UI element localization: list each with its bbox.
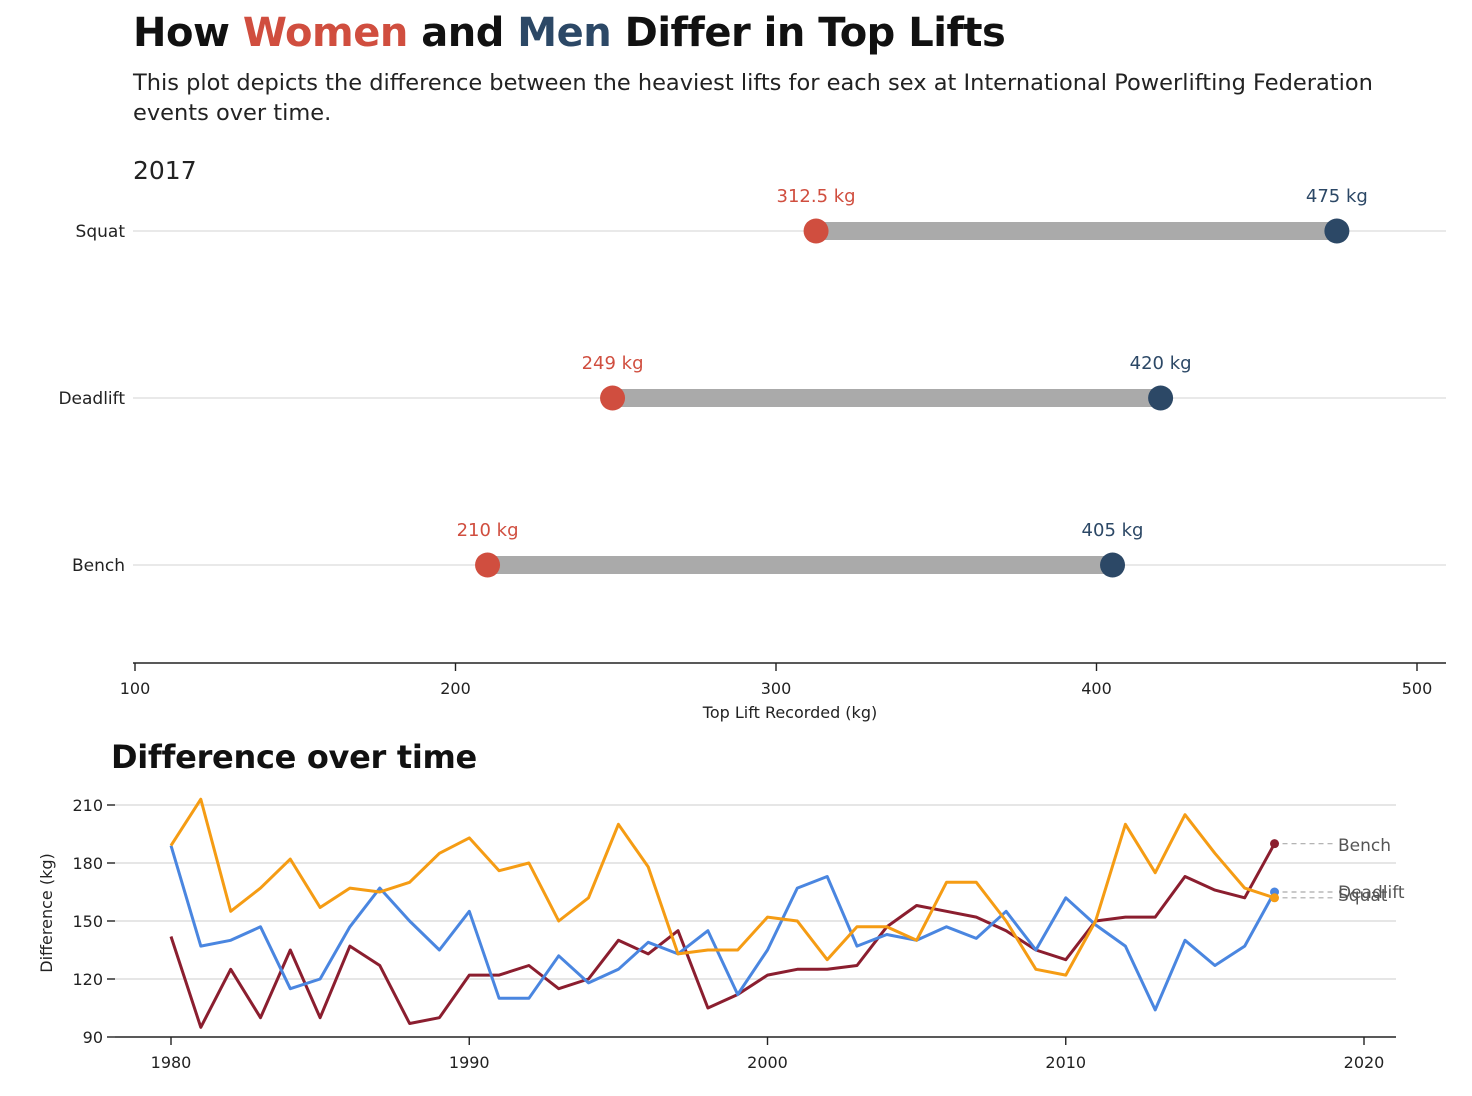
x-tick-label-500: 500 (1402, 679, 1433, 698)
x-tick-label-300: 300 (761, 679, 792, 698)
y-axis-title: Difference (kg) (37, 853, 56, 972)
x-tick-label-2-1990: 1990 (449, 1053, 490, 1072)
chart-subtitle: This plot depicts the difference between… (133, 70, 1373, 126)
y-tick-label-210: 210 (72, 796, 103, 815)
series-label-deadlift: Deadlift (1338, 883, 1405, 903)
x-tick-label-2-1980: 1980 (151, 1053, 192, 1072)
dumbbell-chart: Squat 312.5 kg 475 kg Deadlift 249 kg 420 kg B… (58, 186, 1446, 722)
title-part-3: and (407, 10, 518, 56)
x-tick-label-100: 100 (120, 679, 151, 698)
title-men: Men (517, 10, 612, 56)
label-women-squat: 312.5 kg (777, 186, 856, 207)
category-label-deadlift: Deadlift (58, 389, 125, 409)
category-label-bench: Bench (72, 556, 125, 576)
label-men-bench: 405 kg (1082, 520, 1144, 541)
category-label-squat: Squat (76, 222, 126, 242)
series-label-bench: Bench (1338, 836, 1391, 856)
point-men-bench (1100, 552, 1126, 578)
end-point-bench (1270, 839, 1280, 849)
point-men-deadlift (1148, 385, 1174, 411)
label-men-squat: 475 kg (1306, 186, 1368, 207)
series-line-deadlift (169, 845, 1276, 1012)
y-tick-label-180: 180 (72, 854, 103, 873)
series-line-squat (169, 797, 1275, 977)
label-women-bench: 210 kg (457, 520, 519, 541)
point-women-bench (475, 552, 501, 578)
y-tick-label-120: 120 (72, 970, 103, 989)
end-point-squat (1270, 893, 1280, 903)
section-title: Difference over time (111, 738, 477, 776)
label-women-deadlift: 249 kg (582, 353, 644, 374)
x-tick-label-2-2020: 2020 (1344, 1053, 1385, 1072)
x-tick-label-200: 200 (440, 679, 471, 698)
title-women: Women (242, 10, 408, 56)
x-tick-label-2-2010: 2010 (1045, 1053, 1086, 1072)
label-men-deadlift: 420 kg (1130, 353, 1192, 374)
year-label: 2017 (133, 156, 197, 185)
point-women-deadlift (600, 385, 626, 411)
point-women-squat (803, 218, 829, 244)
y-tick-label-90: 90 (83, 1028, 103, 1047)
title-part-5: Differ in Top Lifts (611, 10, 1006, 56)
series-label-squat: Squat (1338, 886, 1388, 906)
x-axis-title: Top Lift Recorded (kg) (702, 703, 877, 722)
chart-title: How Women and Men Differ in Top Lifts (133, 10, 1006, 56)
point-men-squat (1324, 218, 1350, 244)
x-tick-label-2-2000: 2000 (747, 1053, 788, 1072)
y-tick-label-150: 150 (72, 912, 103, 931)
title-part-1: How (133, 10, 243, 56)
x-tick-label-400: 400 (1081, 679, 1112, 698)
difference-line-chart: 90 120 150 180 210 1980 1990 2000 2010 2020 Differ… (37, 796, 1405, 1072)
